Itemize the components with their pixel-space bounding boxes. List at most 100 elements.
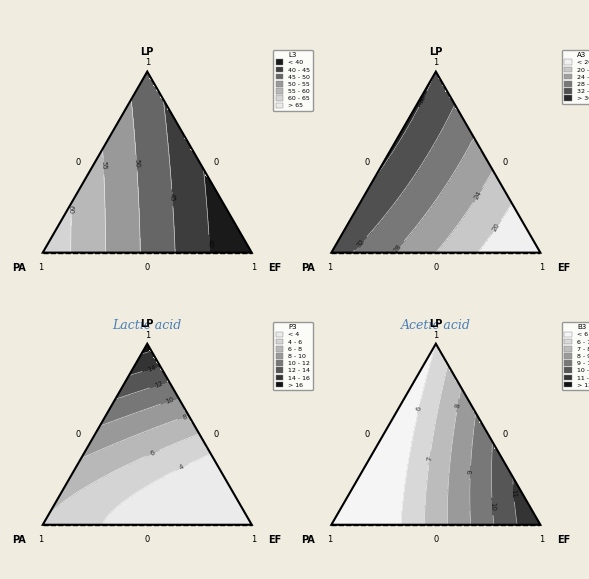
Text: 0: 0 [434,535,438,544]
Point [38,520,48,529]
Text: 24: 24 [473,190,482,201]
Text: LP: LP [141,319,154,329]
Text: 1: 1 [251,263,256,272]
Point [38,248,48,257]
Text: Lactic acid: Lactic acid [112,319,182,332]
Text: 7: 7 [426,456,433,461]
Text: 14: 14 [146,364,157,373]
Point [327,520,336,529]
Point [38,520,48,529]
Point [38,520,48,529]
Text: 36: 36 [418,94,428,104]
Text: 1: 1 [327,535,332,544]
Point [38,248,48,257]
Text: 1: 1 [327,263,332,272]
Text: 0: 0 [364,430,369,439]
Point [38,248,48,257]
Text: 0: 0 [75,430,81,439]
Text: 1: 1 [434,331,438,339]
Text: 45: 45 [169,193,176,202]
Text: 6: 6 [150,449,156,457]
Text: 12: 12 [154,380,164,389]
Point [38,520,48,529]
Legend: < 40, 40 - 45, 45 - 50, 50 - 55, 55 - 60, 60 - 65, > 65: < 40, 40 - 45, 45 - 50, 50 - 55, 55 - 60… [273,50,313,111]
Point [327,248,336,257]
Legend: < 6, 6 - 7, 7 - 8, 8 - 9, 9 - 10, 10 - 11, 11 - 12, > 12: < 6, 6 - 7, 7 - 8, 8 - 9, 9 - 10, 10 - 1… [562,322,589,390]
Point [38,248,48,257]
Point [38,248,48,257]
Text: 60: 60 [68,204,74,214]
Text: EF: EF [557,535,570,545]
Text: 10: 10 [489,502,495,511]
Text: 4: 4 [178,464,185,471]
Point [38,520,48,529]
Text: 0: 0 [364,157,369,167]
Text: LP: LP [141,47,154,57]
Text: 0: 0 [145,535,150,544]
Text: PA: PA [12,535,26,545]
Point [327,520,336,529]
Text: 10: 10 [164,397,175,405]
Text: 28: 28 [393,243,403,254]
Point [38,520,48,529]
Text: EF: EF [269,535,282,545]
Point [38,520,48,529]
Text: PA: PA [301,263,315,273]
Text: 0: 0 [75,157,81,167]
Text: 9: 9 [467,470,474,474]
Point [327,520,336,529]
Text: 0: 0 [214,430,219,439]
Text: 8: 8 [181,413,188,420]
Point [38,520,48,529]
Text: 1: 1 [251,535,256,544]
Text: 0: 0 [502,157,508,167]
Point [327,520,336,529]
Point [327,520,336,529]
Point [38,248,48,257]
Point [327,248,336,257]
Text: 1: 1 [540,535,545,544]
Point [327,520,336,529]
Point [327,520,336,529]
Point [327,248,336,257]
Text: 20: 20 [491,222,501,233]
Point [38,248,48,257]
Point [327,248,336,257]
Legend: < 20, 20 - 24, 24 - 28, 28 - 32, 32 - 36, > 36: < 20, 20 - 24, 24 - 28, 28 - 32, 32 - 36… [561,50,589,104]
Text: 1: 1 [434,58,438,67]
Text: 55: 55 [100,162,107,170]
Text: 1: 1 [540,263,545,272]
Text: 1: 1 [38,263,44,272]
Text: Acetic acid: Acetic acid [401,319,471,332]
Text: EF: EF [269,263,282,273]
Legend: < 4, 4 - 6, 6 - 8, 8 - 10, 10 - 12, 12 - 14, 14 - 16, > 16: < 4, 4 - 6, 6 - 8, 8 - 10, 10 - 12, 12 -… [273,322,313,390]
Point [38,248,48,257]
Text: 6: 6 [416,405,422,411]
Text: 1: 1 [38,535,44,544]
Text: LP: LP [429,47,442,57]
Point [327,248,336,257]
Point [327,520,336,529]
Text: 0: 0 [145,263,150,272]
Point [327,248,336,257]
Point [327,248,336,257]
Point [38,248,48,257]
Text: 0: 0 [434,263,438,272]
Text: 11: 11 [511,489,517,498]
Text: EF: EF [557,263,570,273]
Point [327,520,336,529]
Text: 1: 1 [145,331,150,339]
Text: PA: PA [12,263,26,273]
Point [327,520,336,529]
Point [38,520,48,529]
Text: 50: 50 [133,159,140,168]
Text: 40: 40 [206,239,213,248]
Text: PA: PA [301,535,315,545]
Text: LP: LP [429,319,442,329]
Text: 1: 1 [145,58,150,67]
Text: 0: 0 [502,430,508,439]
Text: 8: 8 [455,403,461,408]
Text: 0: 0 [214,157,219,167]
Text: 32: 32 [356,238,366,249]
Point [327,248,336,257]
